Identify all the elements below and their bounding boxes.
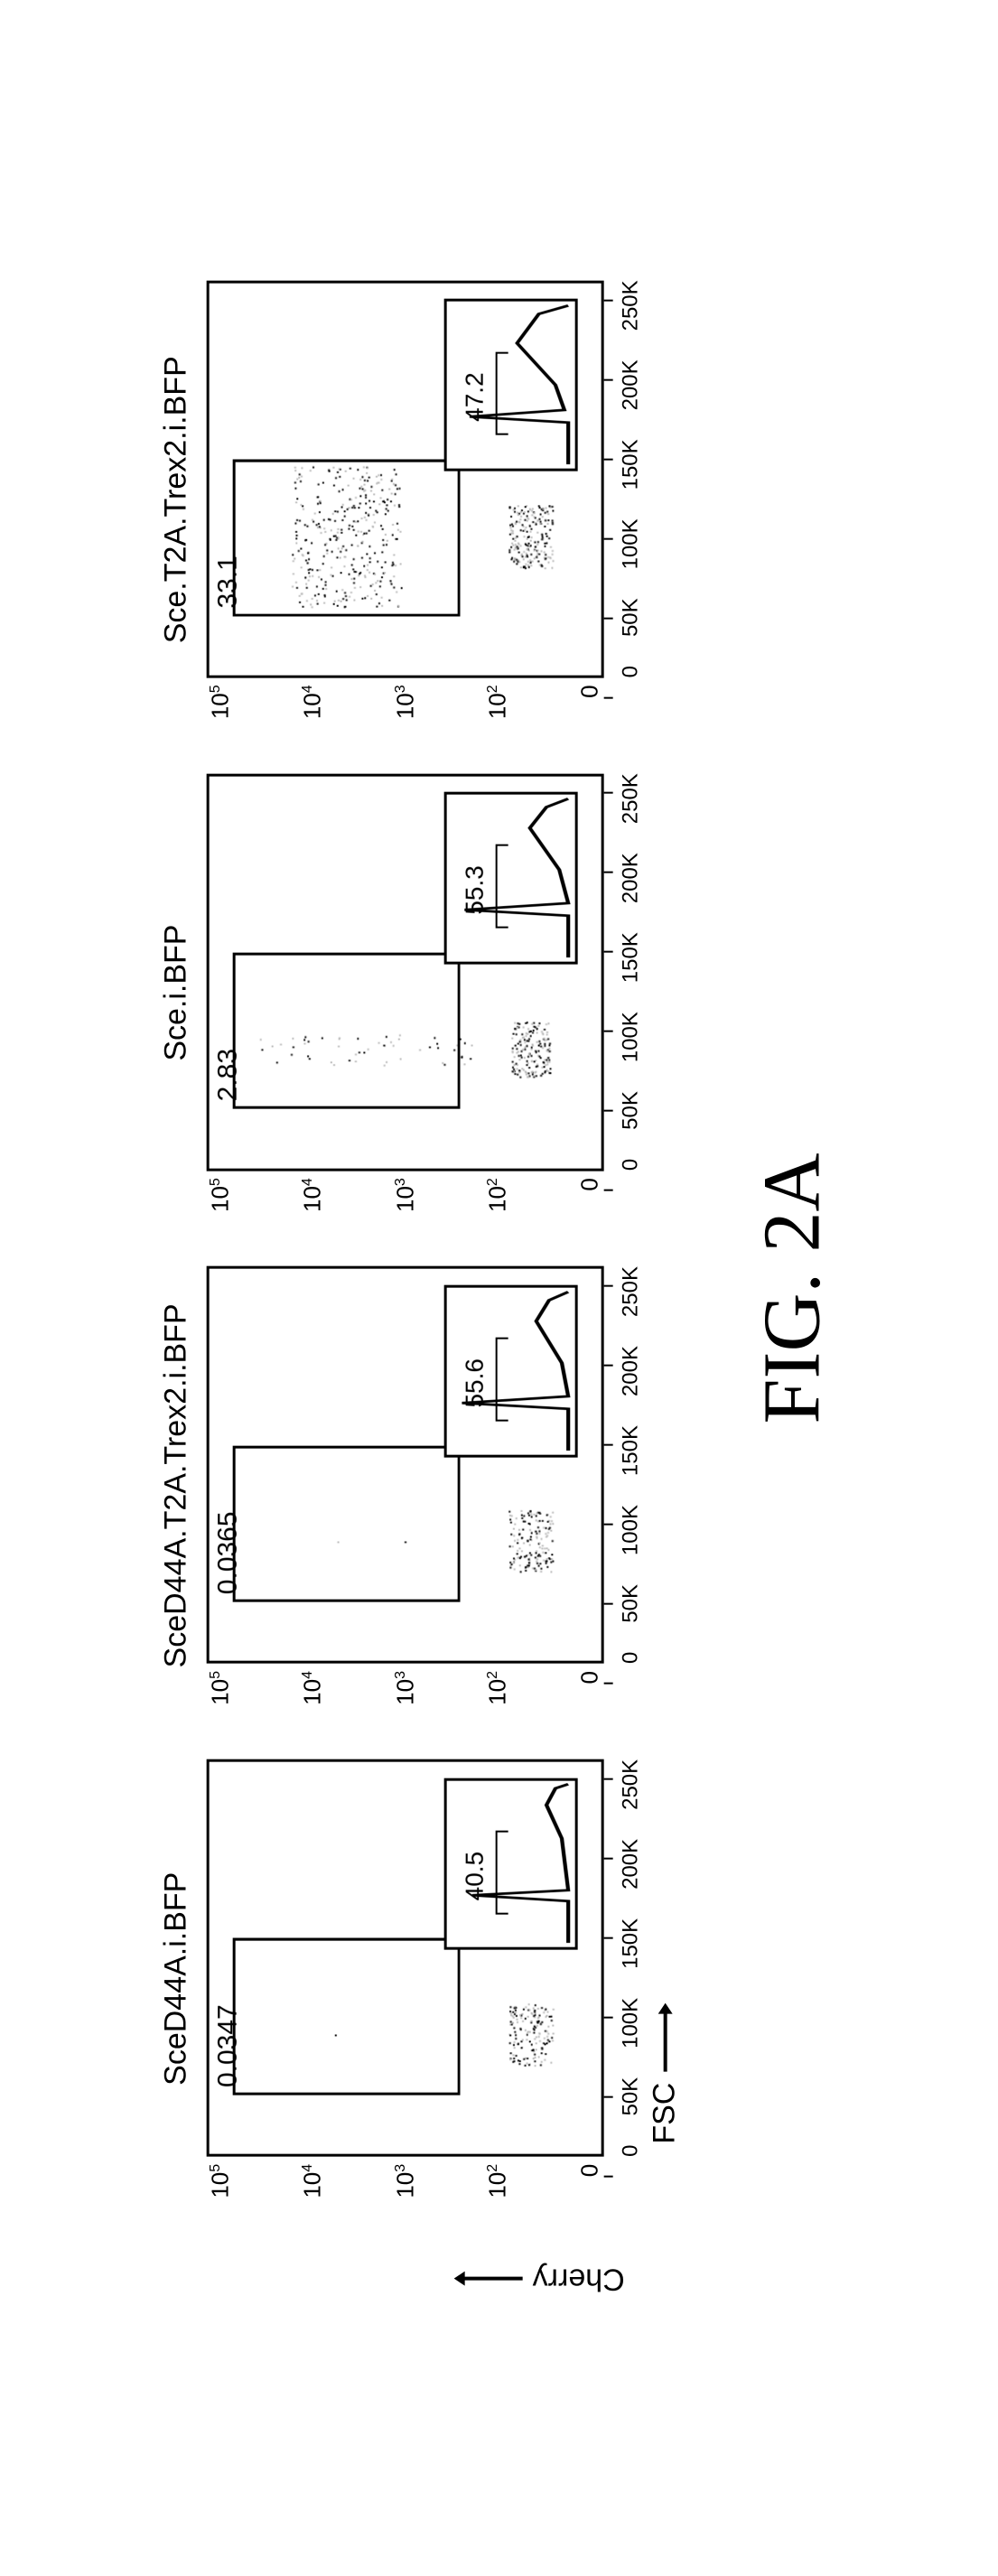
- y-axis-label-group: Cherry: [452, 2252, 683, 2296]
- x-tick-labels: 050K100K150K200K250K: [619, 773, 644, 1171]
- scatter-plot: 0.0365 55.6: [207, 1266, 604, 1664]
- y-axis-label: Cherry: [533, 2261, 625, 2296]
- gate-percentage: 33.1: [213, 555, 244, 608]
- flow-panel: Sce.T2A.Trex2.i.BFP 1051041031020 33.1 47.2…: [159, 280, 683, 719]
- x-tick-labels: 050K100K150K200K250K: [619, 1759, 644, 2156]
- gate-percentage: 0.0347: [213, 2004, 244, 2087]
- x-axis-label-group: FSC: [648, 2001, 683, 2143]
- inset-gate-bracket: [496, 1830, 508, 1913]
- gate-rectangle: [233, 1938, 461, 2095]
- plot-area: 1051041031020 0.0347 40.5: [207, 1759, 604, 2198]
- histogram-inset: 40.5: [444, 1778, 578, 1950]
- y-tick-labels: 1051041031020: [207, 1664, 604, 1705]
- inset-gate-bracket: [496, 1337, 508, 1420]
- x-tick-marks: [604, 1779, 613, 2177]
- plot-area: 1051041031020 33.1 47.2: [207, 280, 604, 719]
- gate-percentage: 0.0365: [213, 1511, 244, 1594]
- inset-percentage: 55.6: [461, 1358, 490, 1408]
- y-tick-labels: 1051041031020: [207, 1171, 604, 1212]
- flow-panel: SceD44A.i.BFP 1051041031020 0.0347 40.5 050K…: [159, 1759, 683, 2198]
- panel-title: Sce.i.BFP: [159, 924, 194, 1060]
- figure-2a: Cherry SceD44A.i.BFP 1051041031020 0.0347 4…: [159, 280, 839, 2296]
- x-tick-labels: 050K100K150K200K250K: [619, 1266, 644, 1664]
- gate-rectangle: [233, 1445, 461, 1602]
- panel-title: Sce.T2A.Trex2.i.BFP: [159, 356, 194, 643]
- scatter-plot: 2.83 55.3: [207, 773, 604, 1171]
- panels-row: Cherry SceD44A.i.BFP 1051041031020 0.0347 4…: [159, 280, 683, 2296]
- figure-label: FIG. 2A: [746, 1153, 839, 1423]
- plot-area: 1051041031020 0.0365 55.6: [207, 1266, 604, 1705]
- panel-title: SceD44A.i.BFP: [159, 1871, 194, 2085]
- flow-panel: SceD44A.T2A.Trex2.i.BFP10510410310200.03…: [159, 1266, 683, 1705]
- flow-panel: Sce.i.BFP 1051041031020 2.83 55.3 050K100K15…: [159, 773, 683, 1212]
- x-tick-marks: [604, 301, 613, 698]
- inset-gate-bracket: [496, 845, 508, 928]
- histogram-inset: 55.6: [444, 1284, 578, 1457]
- panel-title: SceD44A.T2A.Trex2.i.BFP: [159, 1303, 194, 1667]
- x-tick-labels: 050K100K150K200K250K: [619, 280, 644, 677]
- y-axis-arrow-icon: [452, 2270, 529, 2288]
- scatter-plot: 0.0347 40.5: [207, 1759, 604, 2156]
- inset-gate-bracket: [496, 351, 508, 434]
- gate-rectangle: [233, 459, 461, 616]
- histogram-inset: 55.3: [444, 791, 578, 964]
- y-tick-labels: 1051041031020: [207, 677, 604, 719]
- y-tick-labels: 1051041031020: [207, 2156, 604, 2198]
- x-tick-marks: [604, 794, 613, 1191]
- inset-percentage: 47.2: [461, 372, 490, 422]
- plot-area: 1051041031020 2.83 55.3: [207, 773, 604, 1212]
- x-axis-label: FSC: [648, 2082, 683, 2143]
- scatter-plot: 33.1 47.2: [207, 280, 604, 677]
- x-tick-marks: [604, 1286, 613, 1684]
- gate-rectangle: [233, 952, 461, 1109]
- histogram-inset: 47.2: [444, 298, 578, 471]
- x-axis-arrow-icon: [648, 2001, 683, 2073]
- inset-percentage: 55.3: [461, 865, 490, 915]
- inset-percentage: 40.5: [461, 1851, 490, 1900]
- gate-percentage: 2.83: [213, 1049, 244, 1101]
